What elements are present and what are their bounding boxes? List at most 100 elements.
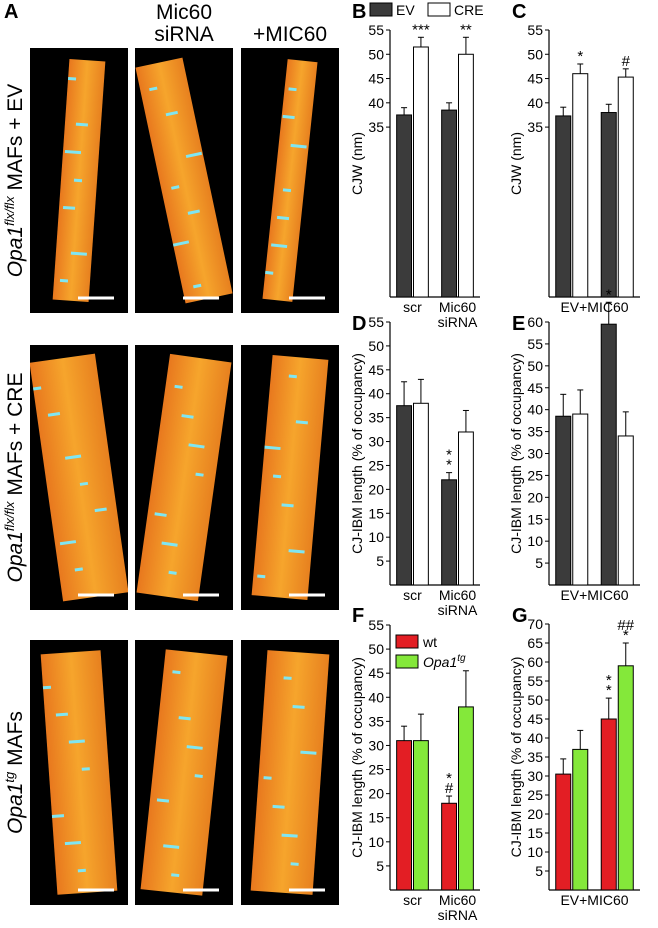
y-tick-label: 40 [368,689,384,705]
image-content [251,355,329,600]
crista-junction [276,215,290,221]
crista-junction [42,685,52,690]
error-bar [401,107,408,115]
error-bar [605,697,612,719]
significance-mark: * [577,48,583,65]
y-tick-label: 40 [527,402,543,418]
significance-mark: * [606,682,612,699]
micrograph [241,345,339,610]
significance-mark: *** [412,21,430,38]
error-bar [605,301,612,325]
y-tick-label: 40 [368,95,384,111]
bar [413,740,429,891]
legend-label: Opa1 [423,654,457,670]
crista-junction [194,774,203,778]
crista-junction [67,76,77,81]
significance-mark: * [606,286,612,303]
mitochondrion [262,59,318,302]
crista-junction [161,541,178,547]
crista-junction [282,114,295,120]
y-tick-label: 60 [527,654,543,670]
y-tick-label: 25 [527,787,543,803]
error-bar [622,411,629,436]
error-bar [417,378,424,404]
crista-junction [186,745,203,750]
x-tick-label: scr [403,299,422,315]
legend-text: EV [396,2,415,18]
micrograph [135,345,233,610]
crista-junction [257,574,266,579]
y-tick-label: 15 [368,505,384,521]
y-tick-label: 40 [368,386,384,402]
error-bar [577,63,584,74]
y-axis-label: CJ-IBM length (% of occupancy) [349,657,365,858]
bar [572,73,589,298]
membrane [135,57,233,304]
image-content [140,649,228,896]
y-tick-label: 25 [368,762,384,778]
bar [555,773,572,891]
panel-letter: G [512,605,528,627]
mitochondrion [52,59,106,302]
crista-junction [172,240,190,247]
error-bar [622,642,629,666]
mitochondrion [30,353,128,602]
mitochondrion [140,649,228,896]
error-bar [401,725,408,741]
crista-junction [288,87,297,92]
crista-junction [62,205,76,210]
y-tick-label: 5 [535,863,543,879]
crista-junction [174,384,183,389]
mitochondrion [136,353,232,602]
crista-junction [272,804,285,809]
bar [600,718,617,891]
crista-junction [47,412,61,417]
y-axis-label: CJ-IBM length (% of occupancy) [508,353,524,554]
error-bar [446,472,453,480]
micrograph [135,48,233,313]
mitochondrion [250,650,330,895]
micrograph [30,48,128,313]
crista-junction [181,414,194,419]
error-bar [417,713,424,741]
y-tick-label: 5 [376,858,384,874]
bar [617,76,634,298]
x-axis-label: EV+MIC60 [560,892,629,908]
bar [396,405,412,586]
x-tick-label: Mic60 siRNA [437,299,478,330]
membrane [251,355,329,600]
y-tick-label: 20 [527,806,543,822]
y-tick-label: 30 [368,434,384,450]
crista-junction [171,185,180,190]
y-tick-label: 50 [368,46,384,62]
y-tick-label: 20 [368,481,384,497]
y-tick-label: 35 [527,119,543,135]
y-tick-label: 55 [527,673,543,689]
crista-junction [271,243,288,249]
crista-junction [168,570,177,575]
crista-junction [79,481,89,486]
image-content [250,650,330,895]
image-content [262,59,318,302]
legend-text: Opa1tg [423,653,466,670]
x-axis-label: EV+MIC60 [560,299,629,315]
y-tick-label: 35 [527,424,543,440]
crista-junction [73,178,83,183]
y-tick-label: 20 [527,489,543,505]
row-gene: Opa1 [4,226,27,277]
bar [555,115,572,298]
membrane [262,59,318,302]
row-label: Opa1tg MAFs [2,711,27,834]
bar [600,323,617,586]
bar [555,415,572,586]
significance-mark: * [446,770,452,787]
row-superscript: flx/flx [2,196,17,226]
significance-mark: ** [460,21,472,38]
y-axis-label: CJ-IBM length (% of occupancy) [349,353,365,554]
bar [441,479,457,586]
crista-junction [187,209,200,215]
y-axis-label: CJW (nm) [508,132,524,195]
membrane [40,650,118,895]
error-bar [560,758,567,775]
y-tick-label: 45 [368,665,384,681]
